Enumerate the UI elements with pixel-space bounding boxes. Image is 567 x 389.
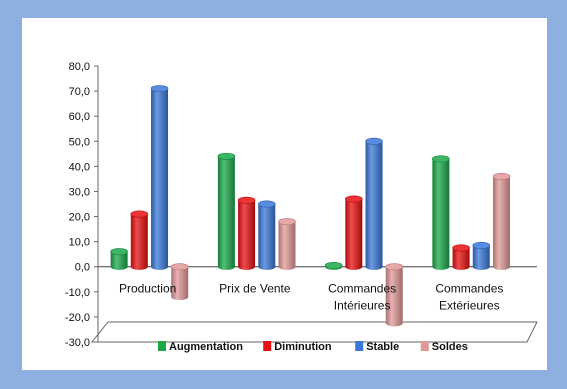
y-tick-label: -10,0: [65, 287, 90, 299]
bar-augmentation-0: [110, 248, 128, 270]
y-tick-label: 50,0: [69, 136, 90, 148]
bar-stable-0: [150, 85, 169, 270]
y-tick-label: 80,0: [69, 61, 90, 73]
y-tick-label: 0,0: [75, 262, 90, 274]
y-tick-label: 10,0: [69, 237, 90, 249]
bar-soldes-3: [492, 172, 511, 270]
bar-augmentation-1: [217, 152, 236, 270]
y-tick-label: 60,0: [69, 111, 90, 123]
bar-augmentation-3: [432, 155, 450, 270]
category-label: Prix de Vente: [219, 282, 291, 296]
bar-soldes-1: [278, 218, 296, 270]
bar-stable-2: [365, 137, 383, 270]
chart-panel: 80,0 70,0 60,0 50,0 40,0 30,0 20,0 10,0 0,0 -10,0…: [22, 18, 547, 370]
legend: Augmentation Diminution Stable Soldes: [158, 341, 468, 353]
bar-diminution-3: [452, 244, 470, 270]
y-tick-label: -30,0: [65, 337, 90, 349]
legend-entry-soldes: Soldes: [420, 341, 468, 353]
y-axis: 80,0 70,0 60,0 50,0 40,0 30,0 20,0 10,0 0,0 -10,0…: [65, 61, 537, 349]
bar-diminution-2: [345, 195, 363, 270]
legend-entry-diminution: Diminution: [263, 341, 332, 353]
legend-entry-stable: Stable: [355, 341, 399, 353]
svg-text:Diminution: Diminution: [274, 341, 332, 353]
bars: [110, 85, 511, 327]
bar-stable-3: [472, 241, 491, 270]
category-label: Commandes Intérieures: [328, 282, 396, 313]
y-tick-label: 70,0: [69, 86, 90, 98]
bar-stable-1: [257, 200, 276, 270]
category-label: Production: [119, 282, 176, 296]
bar-diminution-0: [130, 210, 149, 270]
category-labels: Production Prix de Vente Commandes Intérieu…: [119, 282, 503, 313]
y-tick-label: 30,0: [69, 186, 90, 198]
bar-diminution-1: [237, 196, 256, 270]
svg-text:Augmentation: Augmentation: [169, 341, 243, 353]
y-tick-label: 20,0: [69, 212, 90, 224]
svg-text:Stable: Stable: [366, 341, 399, 353]
bar-soldes-2: [385, 263, 404, 327]
svg-text:Soldes: Soldes: [432, 341, 468, 353]
y-tick-label: -20,0: [65, 312, 90, 324]
y-tick-label: 40,0: [69, 161, 90, 173]
bar-soldes-0: [170, 263, 189, 301]
bar-chart: 80,0 70,0 60,0 50,0 40,0 30,0 20,0 10,0 0,0 -10,0…: [65, 61, 538, 353]
category-label: Commandes Extérieures: [435, 282, 503, 313]
bar-augmentation-2: [324, 261, 343, 270]
chart-floor: [90, 321, 538, 343]
legend-entry-augmentation: Augmentation: [158, 341, 243, 353]
